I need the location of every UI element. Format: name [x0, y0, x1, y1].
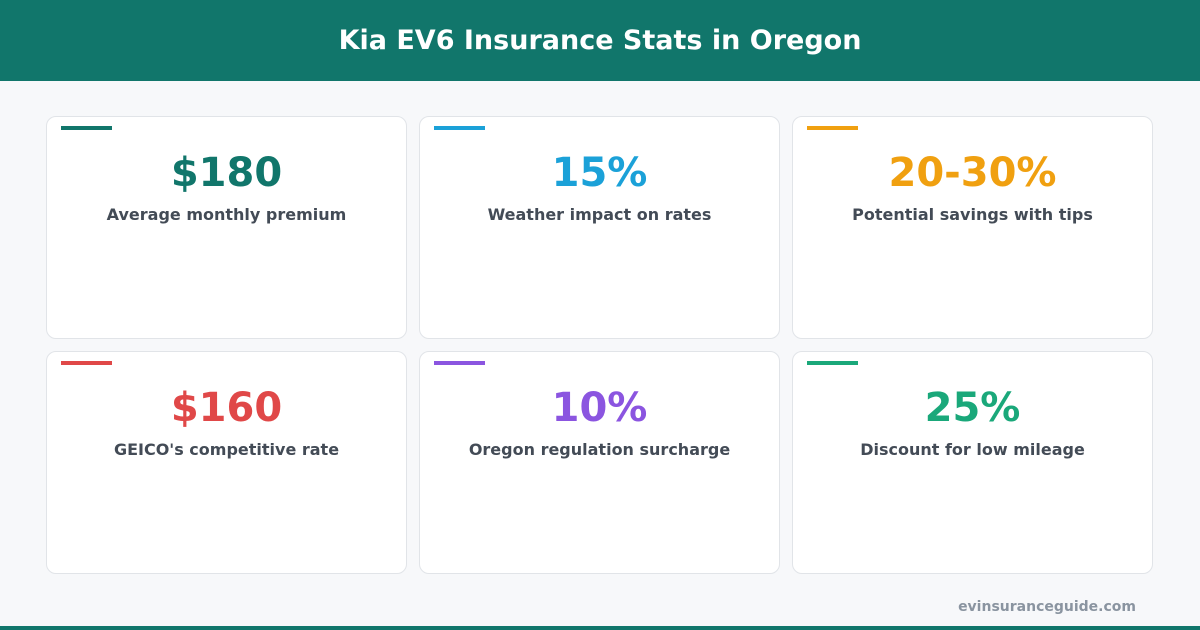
- stat-card: 10% Oregon regulation surcharge: [419, 351, 780, 574]
- stat-value: 10%: [551, 385, 648, 431]
- stat-label: Potential savings with tips: [852, 205, 1093, 224]
- stat-value: 20-30%: [888, 150, 1057, 196]
- card-grid: $180 Average monthly premium 15% Weather im…: [46, 116, 1154, 575]
- accent-bar: [434, 361, 485, 365]
- accent-bar: [807, 126, 858, 130]
- stat-card: 15% Weather impact on rates: [419, 116, 780, 339]
- source: evinsuranceguide.com: [958, 599, 1136, 615]
- stat-value: 15%: [551, 150, 648, 196]
- stat-value: 25%: [924, 385, 1021, 431]
- stat-card: 20-30% Potential savings with tips: [792, 116, 1153, 339]
- accent-bar: [807, 361, 858, 365]
- bottom-bar: [0, 626, 1200, 630]
- title: Kia EV6 Insurance Stats in Oregon: [338, 25, 862, 56]
- accent-bar: [434, 126, 485, 130]
- header: Kia EV6 Insurance Stats in Oregon: [0, 0, 1200, 81]
- stat-label: Oregon regulation surcharge: [468, 440, 731, 459]
- stat-label: GEICO's competitive rate: [113, 440, 340, 459]
- stat-value: $180: [170, 150, 283, 196]
- accent-bar: [61, 361, 112, 365]
- accent-bar: [61, 126, 112, 130]
- stat-label: Average monthly premium: [106, 205, 347, 224]
- stat-label: Discount for low mileage: [860, 440, 1085, 459]
- stat-value: $160: [170, 385, 283, 431]
- stat-card: $180 Average monthly premium: [46, 116, 407, 339]
- stat-label: Weather impact on rates: [487, 205, 712, 224]
- stat-card: $160 GEICO's competitive rate: [46, 351, 407, 574]
- stat-card: 25% Discount for low mileage: [792, 351, 1153, 574]
